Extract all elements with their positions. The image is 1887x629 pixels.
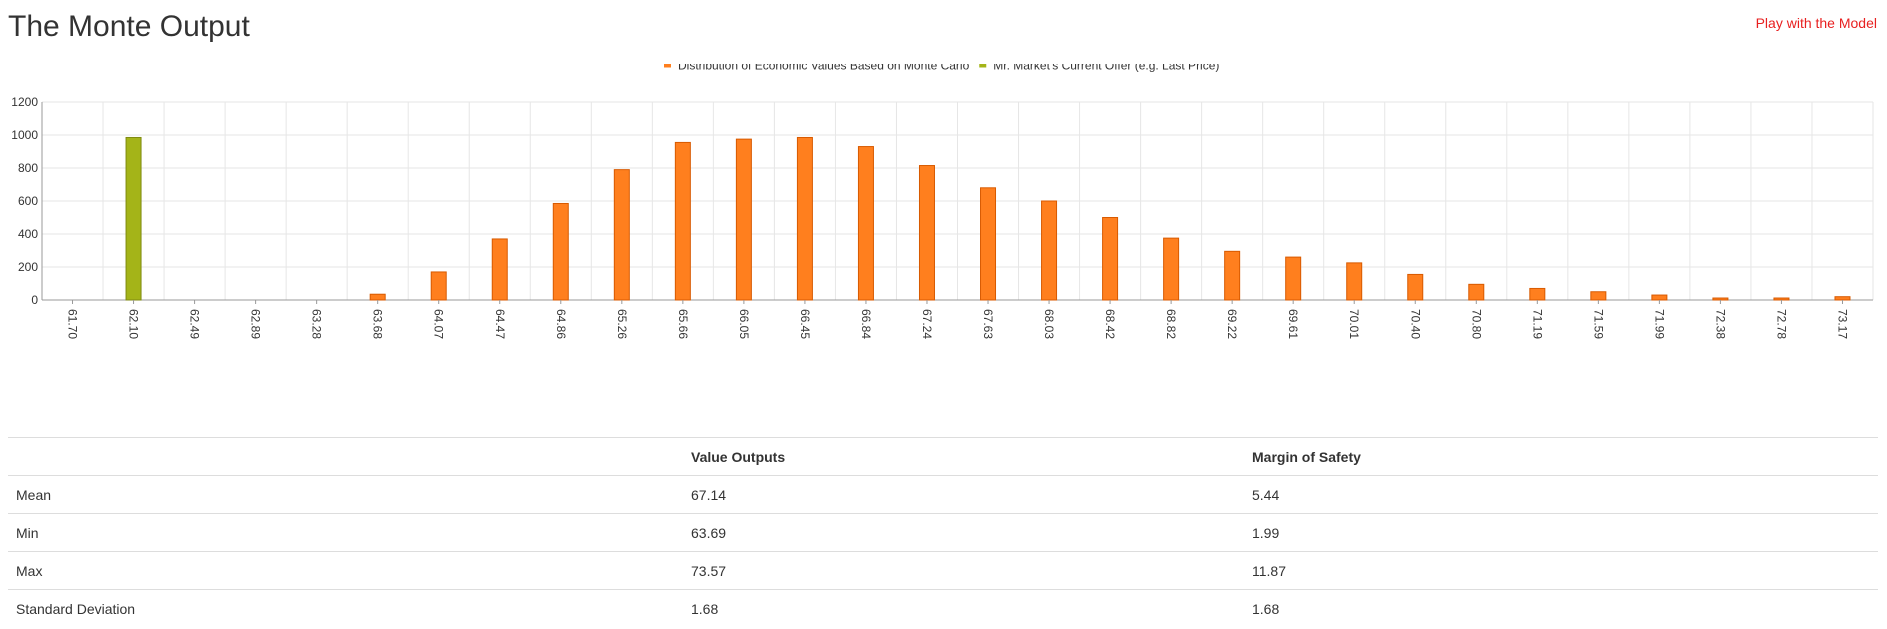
x-tick-label: 70.40: [1408, 309, 1422, 339]
x-tick-label: 71.99: [1652, 309, 1666, 339]
x-tick-label: 68.42: [1103, 309, 1117, 339]
x-tick-label: 66.84: [859, 309, 873, 339]
bar: [1163, 237, 1180, 301]
bar: [1712, 297, 1729, 301]
x-tick-label: 72.38: [1713, 309, 1727, 339]
stat-label: Mean: [8, 475, 683, 514]
bar: [1224, 250, 1241, 301]
y-tick-label: 600: [18, 194, 38, 208]
bar: [980, 187, 997, 301]
distribution-chart: Distribution of Economic Values Based on…: [11, 64, 1874, 339]
stat-margin-of-safety: 1.68: [1244, 589, 1878, 627]
x-tick-label: 68.82: [1164, 309, 1178, 339]
y-tick-label: 800: [18, 161, 38, 175]
x-tick-label: 70.01: [1347, 309, 1361, 339]
stats-header-value-outputs: Value Outputs: [683, 437, 1244, 476]
stat-margin-of-safety: 1.99: [1244, 513, 1878, 552]
stats-header-row: Value Outputs Margin of Safety: [8, 437, 1878, 476]
bar: [1651, 294, 1668, 301]
table-row: Standard Deviation 1.68 1.68: [8, 589, 1878, 627]
x-tick-label: 72.78: [1774, 309, 1788, 339]
stats-header-margin-of-safety: Margin of Safety: [1244, 437, 1878, 476]
stat-margin-of-safety: 5.44: [1244, 475, 1878, 514]
stat-margin-of-safety: 11.87: [1244, 551, 1878, 590]
bar: [491, 238, 508, 301]
table-row: Max 73.57 11.87: [8, 551, 1878, 590]
x-tick-label: 63.68: [371, 309, 385, 339]
x-tick-label: 73.17: [1835, 309, 1849, 339]
bar: [1102, 217, 1119, 301]
legend-label: Mr. Market's Current Offer (e.g. Last Pr…: [993, 64, 1219, 73]
bar: [1468, 283, 1485, 301]
bar: [369, 293, 386, 301]
x-tick-label: 66.05: [737, 309, 751, 339]
bar: [1407, 273, 1424, 301]
x-tick-label: 66.45: [798, 309, 812, 339]
table-row: Mean 67.14 5.44: [8, 475, 1878, 514]
bar: [1773, 297, 1790, 301]
x-tick-label: 69.22: [1225, 309, 1239, 339]
stat-label: Max: [8, 551, 683, 590]
legend-label: Distribution of Economic Values Based on…: [678, 64, 970, 73]
x-tick-label: 62.49: [188, 309, 202, 339]
x-tick-label: 71.59: [1591, 309, 1605, 339]
bar: [735, 138, 752, 301]
bar: [430, 271, 447, 301]
bar: [1346, 262, 1363, 301]
stat-label: Standard Deviation: [8, 589, 683, 627]
x-tick-label: 67.63: [981, 309, 995, 339]
x-tick-label: 64.07: [432, 309, 446, 339]
x-tick-label: 62.10: [127, 309, 141, 339]
bar: [613, 169, 630, 301]
bar: [1834, 296, 1851, 301]
play-with-model-link[interactable]: Play with the Model: [1755, 15, 1877, 31]
x-tick-label: 65.66: [676, 309, 690, 339]
y-tick-label: 400: [18, 227, 38, 241]
legend-swatch: [664, 64, 671, 68]
y-tick-label: 1200: [11, 95, 38, 109]
x-tick-label: 65.26: [615, 309, 629, 339]
stat-label: Min: [8, 513, 683, 552]
x-tick-label: 71.19: [1530, 309, 1544, 339]
legend-swatch: [979, 64, 987, 68]
bar: [857, 146, 874, 301]
stats-table: Value Outputs Margin of Safety Mean 67.1…: [8, 437, 1878, 627]
y-tick-label: 0: [31, 293, 38, 307]
bar: [796, 136, 813, 301]
stat-value-output: 67.14: [683, 475, 1244, 514]
y-tick-label: 200: [18, 260, 38, 274]
page-title: The Monte Output: [8, 10, 250, 43]
bar: [1590, 291, 1607, 301]
x-tick-label: 61.70: [66, 309, 80, 339]
y-tick-label: 1000: [11, 128, 38, 142]
x-tick-label: 62.89: [249, 309, 263, 339]
stat-value-output: 63.69: [683, 513, 1244, 552]
stat-value-output: 1.68: [683, 589, 1244, 627]
bar: [125, 136, 142, 301]
stats-header-label: [8, 437, 683, 476]
bar: [1041, 200, 1058, 301]
bar: [674, 141, 691, 301]
bar: [918, 165, 935, 301]
x-tick-label: 68.03: [1042, 309, 1056, 339]
x-tick-label: 69.61: [1286, 309, 1300, 339]
x-tick-label: 67.24: [920, 309, 934, 339]
bar: [1285, 256, 1302, 301]
stat-value-output: 73.57: [683, 551, 1244, 590]
x-tick-label: 70.80: [1469, 309, 1483, 339]
x-tick-label: 64.86: [554, 309, 568, 339]
bar: [552, 202, 569, 301]
x-tick-label: 64.47: [493, 309, 507, 339]
bar: [1529, 287, 1546, 301]
x-tick-label: 63.28: [310, 309, 324, 339]
table-row: Min 63.69 1.99: [8, 513, 1878, 552]
